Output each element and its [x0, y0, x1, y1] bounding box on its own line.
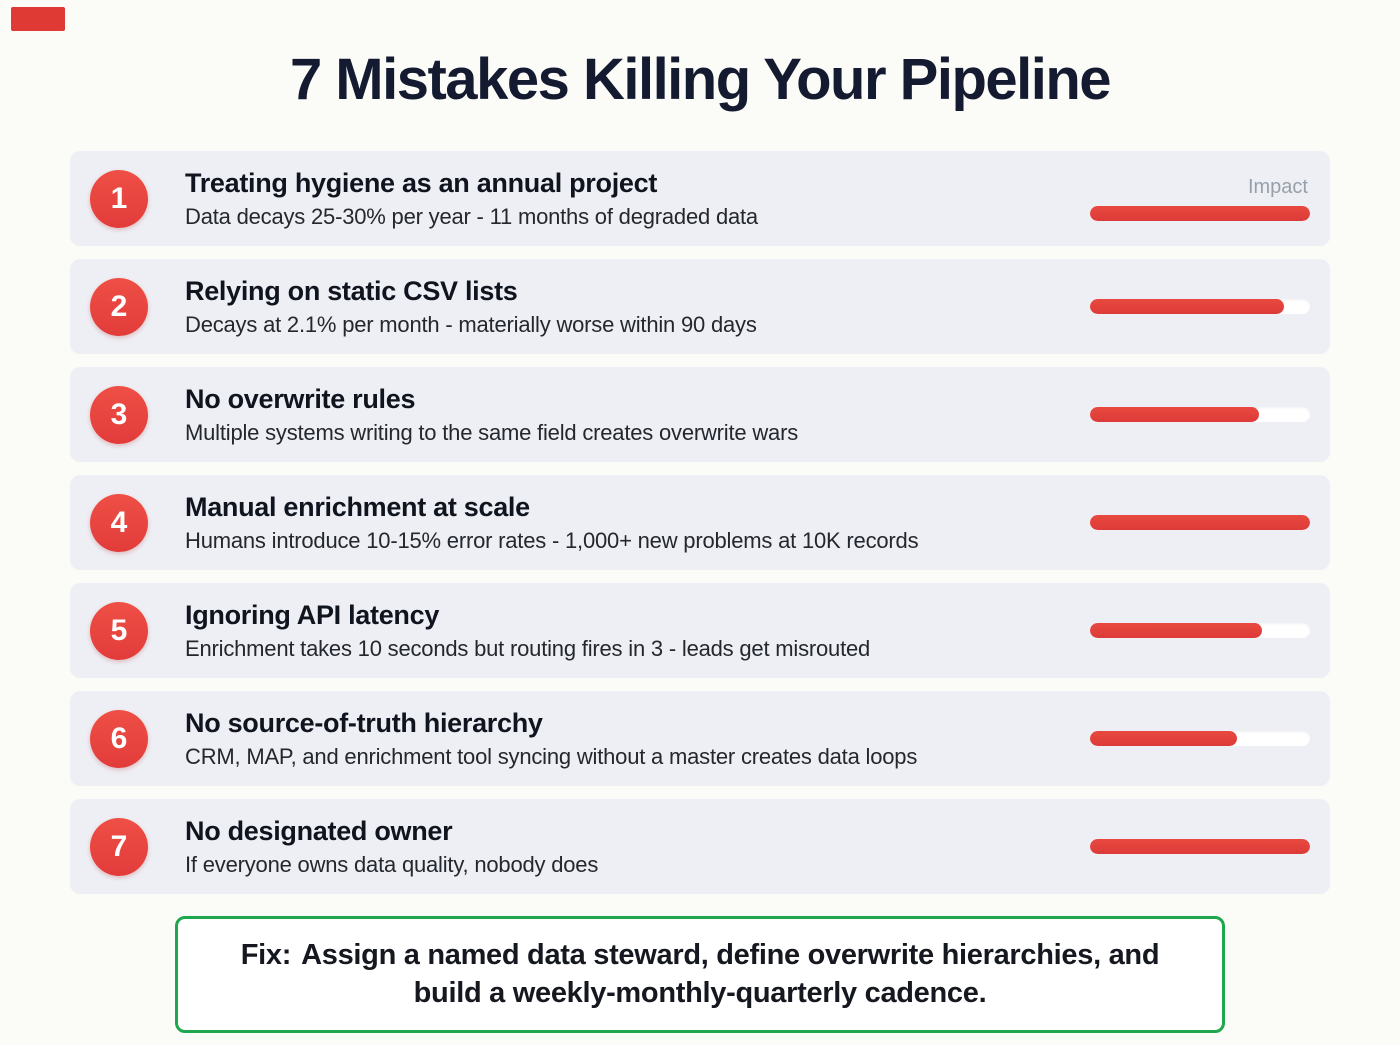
mistake-texts: Ignoring API latency Enrichment takes 10…: [185, 600, 1090, 662]
impact-column: [1090, 407, 1310, 422]
mistake-texts: No source-of-truth hierarchy CRM, MAP, a…: [185, 708, 1090, 770]
number-text: 5: [110, 613, 128, 647]
mistake-title: No source-of-truth hierarchy: [185, 707, 543, 738]
mistake-description: If everyone owns data quality, nobody do…: [185, 851, 599, 877]
number-text: 6: [110, 721, 128, 755]
page-title: 7 Mistakes Killing Your Pipeline: [289, 47, 1112, 112]
mistake-title: Manual enrichment at scale: [185, 491, 530, 522]
impact-bar-fill: [1090, 515, 1310, 530]
mistake-texts: Relying on static CSV lists Decays at 2.…: [185, 276, 1090, 338]
number-badge: 2: [90, 277, 148, 336]
number-badge: 5: [90, 601, 148, 660]
mistake-row-4: 4 Manual enrichment at scale Humans intr…: [70, 475, 1330, 570]
mistake-texts: Treating hygiene as an annual project Da…: [185, 168, 1090, 230]
impact-bar-fill: [1090, 299, 1284, 314]
mistake-row-2: 2 Relying on static CSV lists Decays at …: [70, 259, 1330, 354]
impact-column: [1090, 731, 1310, 746]
impact-bar-track: [1090, 407, 1310, 422]
number-text: 3: [110, 397, 128, 431]
impact-column: [1090, 299, 1310, 314]
fix-prefix: Fix:: [240, 939, 292, 971]
mistake-title: No overwrite rules: [185, 383, 416, 414]
mistake-row-1: 1 Treating hygiene as an annual project …: [70, 151, 1330, 246]
impact-bar-fill: [1090, 839, 1310, 854]
mistake-row-3: 3 No overwrite rules Multiple systems wr…: [70, 367, 1330, 462]
impact-bar-fill: [1090, 407, 1260, 422]
mistake-description: Multiple systems writing to the same fie…: [185, 419, 798, 445]
mistake-row-6: 6 No source-of-truth hierarchy CRM, MAP,…: [70, 691, 1330, 786]
impact-bar-track: [1090, 206, 1310, 221]
mistake-title: Relying on static CSV lists: [185, 275, 518, 306]
number-badge: 7: [90, 817, 148, 876]
mistake-description: CRM, MAP, and enrichment tool syncing wi…: [185, 743, 918, 769]
mistake-texts: No designated owner If everyone owns dat…: [185, 816, 1090, 878]
number-text: 2: [110, 289, 128, 323]
impact-label: Impact: [1247, 176, 1308, 198]
mistake-description: Enrichment takes 10 seconds but routing …: [185, 635, 871, 661]
impact-bar-fill: [1090, 206, 1310, 221]
number-text: 7: [110, 829, 128, 863]
impact-column: [1090, 515, 1310, 530]
number-text: 4: [110, 505, 128, 539]
impact-bar-track: [1090, 731, 1310, 746]
mistake-title: Treating hygiene as an annual project: [185, 167, 658, 198]
impact-bar-track: [1090, 839, 1310, 854]
mistake-row-7: 7 No designated owner If everyone owns d…: [70, 799, 1330, 894]
impact-bar-track: [1090, 515, 1310, 530]
corner-accent-mark: [11, 7, 65, 31]
mistake-texts: Manual enrichment at scale Humans introd…: [185, 492, 1090, 554]
impact-column: [1090, 839, 1310, 854]
mistake-title: No designated owner: [185, 815, 453, 846]
fix-text: Assign a named data steward, define over…: [301, 939, 1160, 1010]
impact-bar-track: [1090, 623, 1310, 638]
mistake-list: 1 Treating hygiene as an annual project …: [70, 151, 1330, 894]
fix-callout: Fix: Assign a named data steward, define …: [175, 916, 1225, 1033]
impact-bar-fill: [1090, 731, 1238, 746]
mistake-description: Humans introduce 10-15% error rates - 1,…: [185, 527, 919, 553]
number-badge: 1: [90, 169, 148, 228]
mistake-title: Ignoring API latency: [185, 599, 440, 630]
mistake-description: Decays at 2.1% per month - materially wo…: [185, 311, 757, 337]
impact-column: [1090, 623, 1310, 638]
mistake-texts: No overwrite rules Multiple systems writ…: [185, 384, 1090, 446]
number-badge: 3: [90, 385, 148, 444]
mistake-description: Data decays 25-30% per year - 11 months …: [185, 203, 758, 229]
impact-bar-track: [1090, 299, 1310, 314]
impact-column: Impact: [1090, 176, 1310, 221]
number-badge: 6: [90, 709, 148, 768]
mistake-row-5: 5 Ignoring API latency Enrichment takes …: [70, 583, 1330, 678]
impact-bar-fill: [1090, 623, 1262, 638]
number-badge: 4: [90, 493, 148, 552]
number-text: 1: [110, 181, 128, 215]
